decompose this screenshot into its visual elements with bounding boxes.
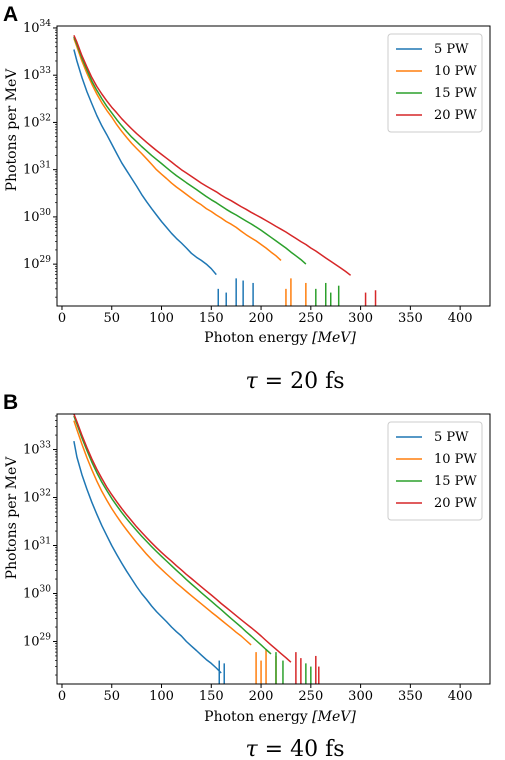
series-line-15pw — [73, 415, 272, 655]
legend: 5 PW 10 PW 15 PW 20 PW — [387, 33, 483, 133]
series-line-5pw — [73, 440, 222, 674]
legend-label: 20 PW — [434, 496, 477, 511]
series-line-5pw — [73, 49, 217, 276]
y-tick-label: 1033 — [23, 66, 51, 83]
x-tick-label: 100 — [149, 689, 174, 704]
panel-b-plot-area: 0 50 100 150 200 250 300 350 400 1029 1030 1031 1032… — [23, 413, 491, 704]
panel-a-plot-area: 0 50 100 150 200 250 300 350 400 1029 1030 1031 1032… — [23, 19, 491, 326]
series-line-10pw — [73, 420, 252, 646]
y-tick-label: 1030 — [23, 584, 51, 601]
legend: 5 PW 10 PW 15 PW 20 PW — [387, 421, 483, 521]
x-tick-label: 0 — [58, 311, 66, 326]
x-tick-label: 100 — [149, 311, 174, 326]
x-tick-label: 200 — [249, 311, 274, 326]
x-tick-label: 350 — [398, 689, 423, 704]
panel-a-ylabel: Photons per MeV — [4, 68, 20, 192]
panel-a-caption: τ = 20 fs — [245, 369, 344, 394]
legend-label: 5 PW — [434, 430, 469, 445]
x-tick-label: 350 — [398, 311, 423, 326]
y-tick-label: 1032 — [23, 489, 51, 506]
legend-label: 15 PW — [434, 474, 477, 489]
panel-a-xlabel: Photon energy [MeV] — [204, 330, 356, 346]
panel-b: B Photons per MeV Photon energy [MeV] τ … — [3, 391, 491, 760]
legend-box — [387, 33, 483, 133]
y-tick-label: 1031 — [23, 537, 51, 554]
plot-frame — [56, 25, 491, 307]
panel-b-caption: τ = 40 fs — [245, 737, 344, 760]
series-line-20pw — [73, 414, 292, 663]
y-tick-label: 1029 — [23, 632, 51, 649]
legend-box — [387, 421, 483, 521]
series-line-20pw — [73, 35, 352, 276]
series-line-15pw — [73, 36, 307, 265]
panel-a: A Photons per MeV Photon energy [MeV] τ … — [3, 3, 491, 394]
x-tick-label: 200 — [249, 689, 274, 704]
plot-frame — [56, 413, 491, 685]
panel-a-letter: A — [3, 3, 18, 26]
x-tick-label: 300 — [348, 689, 373, 704]
x-tick-label: 0 — [58, 689, 66, 704]
x-tick-label: 50 — [103, 311, 120, 326]
y-tick-label: 1032 — [23, 113, 51, 130]
panel-b-xlabel: Photon energy [MeV] — [204, 709, 356, 725]
legend-label: 10 PW — [434, 452, 477, 467]
panel-b-ylabel: Photons per MeV — [4, 456, 20, 580]
x-tick-label: 250 — [298, 689, 323, 704]
series-line-10pw — [73, 38, 282, 261]
y-tick-label: 1031 — [23, 161, 51, 178]
legend-label: 15 PW — [434, 86, 477, 101]
legend-label: 5 PW — [434, 42, 469, 57]
x-tick-label: 50 — [103, 689, 120, 704]
y-tick-label: 1029 — [23, 255, 51, 272]
y-tick-label: 1030 — [23, 208, 51, 225]
y-tick-label: 1033 — [23, 441, 51, 458]
x-tick-label: 150 — [199, 311, 224, 326]
x-tick-label: 250 — [298, 311, 323, 326]
y-tick-label: 1034 — [23, 19, 51, 36]
series-group — [73, 414, 320, 684]
legend-label: 20 PW — [434, 108, 477, 123]
x-tick-label: 150 — [199, 689, 224, 704]
x-tick-label: 400 — [448, 311, 473, 326]
x-tick-label: 400 — [448, 689, 473, 704]
panel-b-letter: B — [3, 391, 18, 414]
x-tick-label: 300 — [348, 311, 373, 326]
legend-label: 10 PW — [434, 64, 477, 79]
series-group — [73, 35, 377, 306]
